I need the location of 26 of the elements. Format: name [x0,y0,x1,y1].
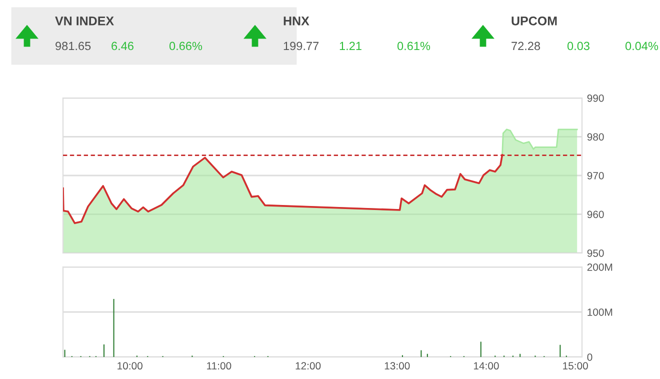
y-tick-label: 100M [588,308,612,316]
text: 0.61% [397,42,430,50]
text: 0.03 [567,42,590,50]
text: VN INDEX [55,16,114,26]
y-tick-label: 200M [587,264,612,271]
y-tick-label: 0 [587,354,592,361]
y-tick-label: 980 [587,133,604,141]
x-tick-label: 14:00 [474,362,499,370]
y-tick-label: 990 [587,94,604,102]
x-tick-label: 12:00 [296,362,321,370]
y-tick-label: 960 [587,210,604,218]
text: 0.04% [625,42,658,50]
text: 1.21 [340,42,362,50]
text: 0.66% [169,42,202,50]
y-tick-label: 950 [587,250,604,257]
y-tick-label: 970 [587,172,604,180]
x-tick-label: 15:00 [563,362,588,370]
text: 199.77 [284,42,319,50]
x-tick-label: 13:00 [384,362,410,370]
x-tick-label: 11:00 [207,362,232,370]
text: 72.28 [512,42,540,50]
x-tick-label: 10:00 [118,362,142,370]
text: 6.46 [112,42,134,50]
text: 981.65 [56,42,91,50]
text: HNX [284,16,310,26]
text: UPCOM [512,16,557,26]
